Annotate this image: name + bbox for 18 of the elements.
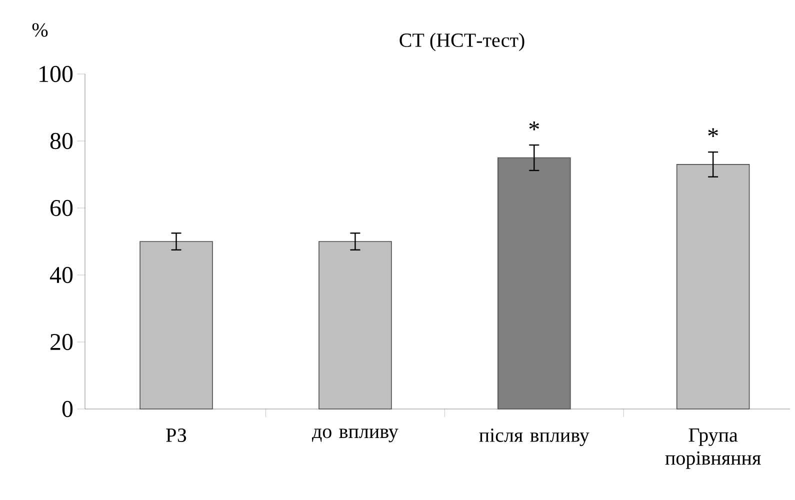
x-tick-label: до впливу [312,428,398,442]
y-axis-title: % [32,23,48,37]
y-tick-label: 60 [50,200,73,216]
annotation: * [529,122,539,130]
annotation: * [708,128,718,138]
chart-title: СТ (НСТ-тест) [400,32,524,52]
y-tick-label: 40 [50,266,73,284]
bar [140,241,213,410]
x-tick-label: РЗ [166,428,186,442]
y-tick-label: 0 [62,400,73,418]
y-tick-label: 100 [40,66,73,82]
y-tick-label: 20 [50,334,73,350]
y-tick-label: 80 [50,132,73,150]
bar [498,157,571,410]
x-tick-label: Група порівняння [665,428,761,469]
bar [676,164,750,410]
x-tick-label: після впливу [479,428,590,446]
bar [318,241,392,410]
